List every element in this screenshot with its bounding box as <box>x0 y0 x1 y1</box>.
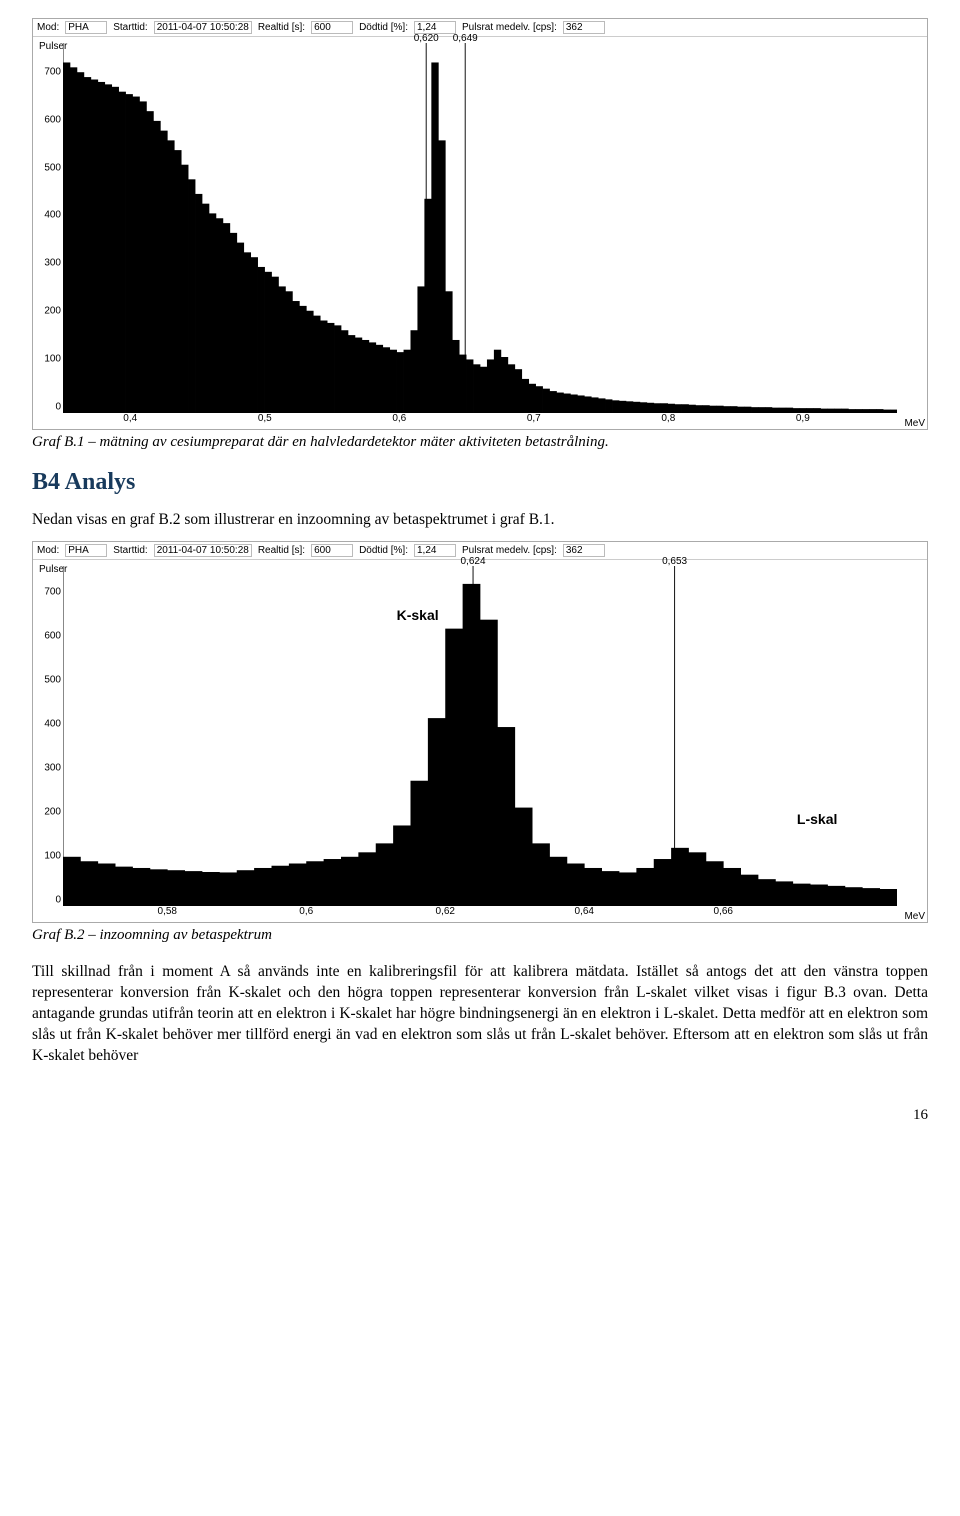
chart-b2-plot: Pulser01002003004005006007000,580,60,620… <box>33 560 927 922</box>
x-axis-unit: MeV <box>904 418 925 429</box>
y-tick-label: 400 <box>44 719 63 730</box>
mod-label: Mod: <box>37 545 59 556</box>
mod-label: Mod: <box>37 22 59 33</box>
x-tick-label: 0,64 <box>575 906 594 917</box>
x-axis-unit: MeV <box>904 911 925 922</box>
mod-value: PHA <box>65 21 107 34</box>
dodtid-value: 1,24 <box>414 544 456 557</box>
histogram-bars <box>63 43 897 413</box>
section-heading: B4 Analys <box>32 469 928 496</box>
x-tick-label: 0,9 <box>796 413 810 424</box>
y-tick-label: 100 <box>44 850 63 861</box>
y-tick-label: 0 <box>55 894 63 905</box>
x-tick-label: 0,6 <box>392 413 406 424</box>
pulsrat-label: Pulsrat medelv. [cps]: <box>462 545 557 556</box>
realtid-label: Realtid [s]: <box>258 545 305 556</box>
marker-label: 0,649 <box>453 33 478 44</box>
starttid-label: Starttid: <box>113 545 147 556</box>
chart-b1-plot: Pulser01002003004005006007000,40,50,60,7… <box>33 37 927 429</box>
caption-b1: Graf B.1 – mätning av cesiumpreparat där… <box>32 434 928 451</box>
intro-paragraph: Nedan visas en graf B.2 som illustrerar … <box>32 510 928 531</box>
y-tick-label: 700 <box>44 66 63 77</box>
x-tick-label: 0,8 <box>661 413 675 424</box>
chart-annotation: L-skal <box>797 811 837 827</box>
marker-label: 0,620 <box>414 33 439 44</box>
dodtid-label: Dödtid [%]: <box>359 545 408 556</box>
y-tick-label: 0 <box>55 402 63 413</box>
x-tick-label: 0,62 <box>436 906 455 917</box>
caption-b2: Graf B.2 – inzoomning av betaspektrum <box>32 927 928 944</box>
x-tick-label: 0,7 <box>527 413 541 424</box>
dodtid-label: Dödtid [%]: <box>359 22 408 33</box>
realtid-value: 600 <box>311 21 353 34</box>
starttid-label: Starttid: <box>113 22 147 33</box>
chart-toolbar: Mod: PHA Starttid: 2011-04-07 10:50:28 R… <box>33 19 927 37</box>
y-tick-label: 500 <box>44 675 63 686</box>
x-tick-label: 0,4 <box>123 413 137 424</box>
marker-label: 0,653 <box>662 556 687 567</box>
y-tick-label: 300 <box>44 258 63 269</box>
y-tick-label: 500 <box>44 162 63 173</box>
chart-b2: Mod: PHA Starttid: 2011-04-07 10:50:28 R… <box>32 541 928 923</box>
x-tick-label: 0,6 <box>299 906 313 917</box>
marker-label: 0,624 <box>461 556 486 567</box>
pulsrat-value: 362 <box>563 21 605 34</box>
y-tick-label: 100 <box>44 354 63 365</box>
histogram-bars <box>63 566 897 906</box>
chart-b1: Mod: PHA Starttid: 2011-04-07 10:50:28 R… <box>32 18 928 430</box>
realtid-value: 600 <box>311 544 353 557</box>
x-tick-label: 0,58 <box>158 906 177 917</box>
y-tick-label: 400 <box>44 210 63 221</box>
y-tick-label: 600 <box>44 631 63 642</box>
y-tick-label: 600 <box>44 114 63 125</box>
x-tick-label: 0,5 <box>258 413 272 424</box>
starttid-value: 2011-04-07 10:50:28 <box>154 544 252 557</box>
x-tick-label: 0,66 <box>714 906 733 917</box>
pulsrat-label: Pulsrat medelv. [cps]: <box>462 22 557 33</box>
y-tick-label: 200 <box>44 807 63 818</box>
body-paragraph: Till skillnad från i moment A så används… <box>32 962 928 1067</box>
y-tick-label: 700 <box>44 587 63 598</box>
page-number: 16 <box>32 1107 928 1124</box>
realtid-label: Realtid [s]: <box>258 22 305 33</box>
starttid-value: 2011-04-07 10:50:28 <box>154 21 252 34</box>
pulsrat-value: 362 <box>563 544 605 557</box>
y-tick-label: 300 <box>44 763 63 774</box>
chart-annotation: K-skal <box>397 607 439 623</box>
y-tick-label: 200 <box>44 306 63 317</box>
mod-value: PHA <box>65 544 107 557</box>
